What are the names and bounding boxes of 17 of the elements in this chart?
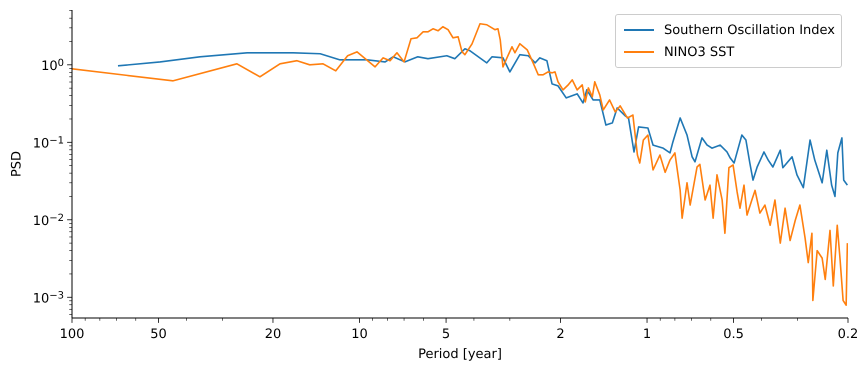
legend-label: NINO3 SST — [664, 44, 734, 60]
y-axis-title: PSD — [10, 150, 24, 178]
y-tick-label: 10$^{−1}$ — [32, 135, 64, 152]
x-tick-label: 0.2 — [838, 327, 858, 342]
x-tick-label: 1 — [642, 327, 652, 342]
y-tick-label: 10$^{−3}$ — [32, 290, 64, 306]
x-tick-label: 50 — [150, 327, 167, 342]
y-tick-label: 10$^{−2}$ — [32, 212, 64, 229]
x-tick-label: 100 — [60, 327, 84, 342]
legend-label: Southern Oscillation Index — [664, 22, 835, 38]
y-tick-label: 10$^{0}$ — [41, 58, 64, 74]
x-tick-label: 10 — [351, 327, 368, 342]
x-tick-label: 20 — [264, 327, 282, 342]
x-axis-title: Period [year] — [418, 347, 502, 362]
x-tick-label: 2 — [556, 327, 565, 342]
x-tick-label: 5 — [442, 327, 450, 342]
x-tick-label: 0.5 — [723, 327, 744, 342]
